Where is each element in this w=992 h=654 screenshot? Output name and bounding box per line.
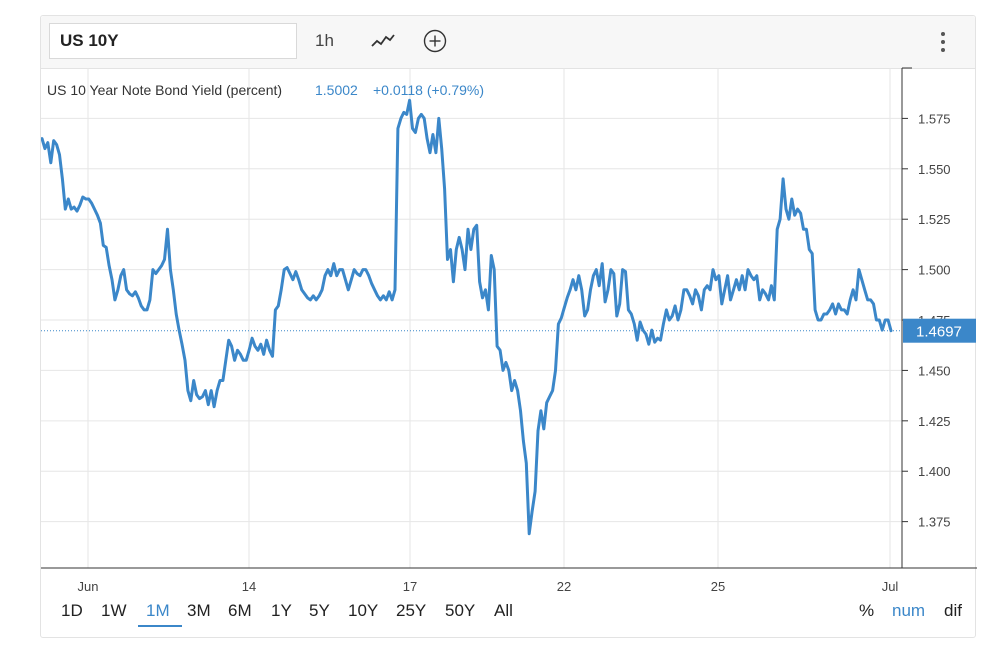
period-3m-button[interactable]: 3M	[187, 601, 211, 620]
scale-num-button[interactable]: num	[892, 601, 926, 620]
active-period-underline	[138, 625, 182, 627]
period-1d-button[interactable]: 1D	[61, 601, 83, 620]
period-5y-button[interactable]: 5Y	[309, 601, 330, 620]
x-tick-label: 14	[242, 579, 256, 594]
x-tick-label: Jul	[882, 579, 899, 594]
period-1w-button[interactable]: 1W	[101, 601, 127, 620]
last-price-badge	[903, 318, 976, 343]
y-tick-label: 1.525	[918, 212, 951, 227]
y-tick-label: 1.375	[918, 515, 951, 530]
legend-title: US 10 Year Note Bond Yield (percent)	[47, 82, 282, 98]
y-tick-label: 1.575	[918, 111, 951, 126]
legend-value: 1.5002	[315, 82, 358, 98]
period-25y-button[interactable]: 25Y	[396, 601, 427, 620]
y-tick-label: 1.400	[918, 464, 951, 479]
interval-selector[interactable]: 1h	[315, 31, 334, 50]
period-10y-button[interactable]: 10Y	[348, 601, 379, 620]
last-price-label: 1.4697	[916, 324, 962, 341]
price-chart[interactable]: 1.3751.4001.4251.4501.4751.5001.5251.550…	[41, 16, 977, 598]
more-vertical-icon[interactable]	[939, 30, 947, 59]
period-all-button[interactable]: All	[494, 601, 513, 620]
scale-percent-button[interactable]: %	[859, 601, 875, 620]
scale-dif-button[interactable]: dif	[944, 601, 962, 620]
period-50y-button[interactable]: 50Y	[445, 601, 476, 620]
period-1y-button[interactable]: 1Y	[271, 601, 292, 620]
period-6m-button[interactable]: 6M	[228, 601, 252, 620]
legend-change: +0.0118 (+0.79%)	[373, 82, 484, 98]
y-tick-label: 1.500	[918, 263, 951, 278]
y-axis: 1.3751.4001.4251.4501.4751.5001.5251.550…	[901, 67, 976, 568]
y-tick-label: 1.425	[918, 414, 951, 429]
grid-lines	[41, 68, 902, 568]
y-tick-label: 1.450	[918, 363, 951, 378]
x-tick-label: 22	[557, 579, 571, 594]
x-axis: Jun 14 17 22 25 Jul	[41, 567, 977, 594]
period-1m-button[interactable]: 1M	[146, 601, 170, 620]
series-line	[41, 98, 902, 536]
line-style-icon[interactable]	[370, 28, 396, 59]
y-tick-label: 1.550	[918, 162, 951, 177]
chart-toolbar: US 10Y 1h	[41, 16, 975, 69]
x-tick-label: 17	[403, 579, 417, 594]
x-tick-label: Jun	[78, 579, 99, 594]
x-tick-label: 25	[711, 579, 725, 594]
symbol-search-input[interactable]: US 10Y	[49, 23, 297, 59]
add-circle-icon[interactable]	[422, 28, 448, 59]
yield-series-line	[41, 98, 893, 536]
